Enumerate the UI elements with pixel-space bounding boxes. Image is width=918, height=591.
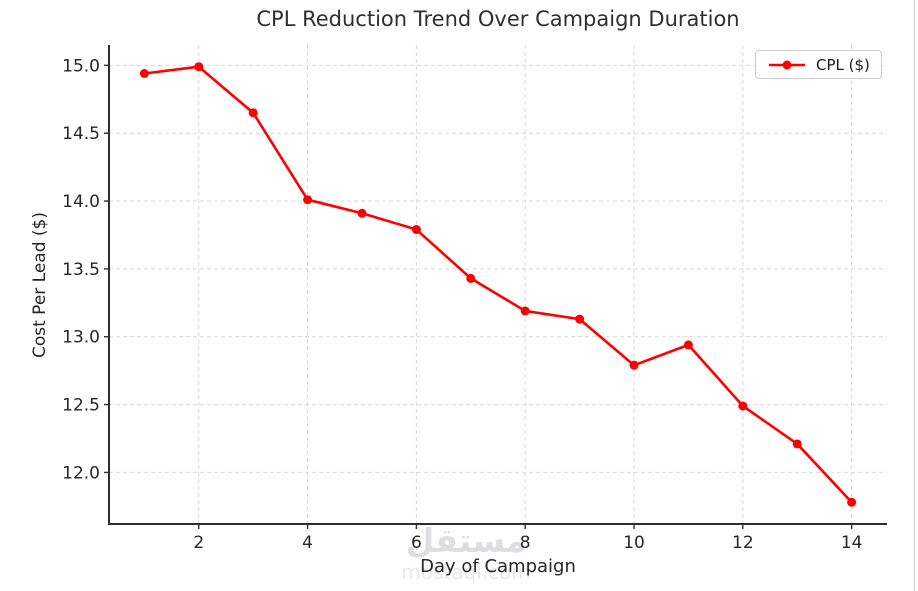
watermark-text: مستقل <box>405 521 527 560</box>
data-point-marker <box>411 225 421 235</box>
y-tick-label: 12.5 <box>62 396 100 416</box>
x-tick-label: 12 <box>732 533 754 553</box>
data-point-marker <box>520 306 530 316</box>
x-tick-label: 6 <box>411 533 422 553</box>
y-tick-label: 14.5 <box>62 124 100 144</box>
data-point-marker <box>357 208 367 218</box>
x-tick-label: 2 <box>193 533 204 553</box>
legend-line-sample <box>769 60 805 69</box>
y-tick-label: 15.0 <box>62 56 100 76</box>
legend: CPL ($) <box>755 50 882 79</box>
y-tick-label: 13.5 <box>62 260 100 280</box>
watermark-domain: mostaql.com <box>401 560 531 584</box>
y-tick-label: 14.0 <box>62 192 100 212</box>
data-point-marker <box>303 195 313 205</box>
y-axis-label: Cost Per Lead ($) <box>30 211 50 359</box>
data-point-marker <box>738 401 748 411</box>
legend-marker-icon <box>782 60 792 69</box>
x-tick-label: 4 <box>302 533 313 553</box>
data-point-marker <box>683 340 693 350</box>
cpl-line <box>144 65 853 504</box>
legend-entry-label: CPL ($) <box>816 55 870 74</box>
data-point-marker <box>847 497 857 507</box>
y-tick-label: 12.0 <box>62 463 100 483</box>
y-tick-label: 13.0 <box>62 328 100 348</box>
x-tick-label: 10 <box>623 533 645 553</box>
data-point-marker <box>792 439 802 449</box>
data-point-marker <box>194 62 204 72</box>
data-point-marker <box>575 314 585 324</box>
x-axis-label: Day of Campaign <box>420 556 576 577</box>
x-tick-label: 14 <box>841 533 863 553</box>
data-point-marker <box>139 68 149 78</box>
data-point-marker <box>248 108 258 118</box>
image-border-right <box>914 0 915 591</box>
chart-title: CPL Reduction Trend Over Campaign Durati… <box>256 7 740 31</box>
data-point-marker <box>466 273 476 283</box>
data-point-marker <box>629 360 639 370</box>
x-tick-label: 8 <box>520 533 531 553</box>
